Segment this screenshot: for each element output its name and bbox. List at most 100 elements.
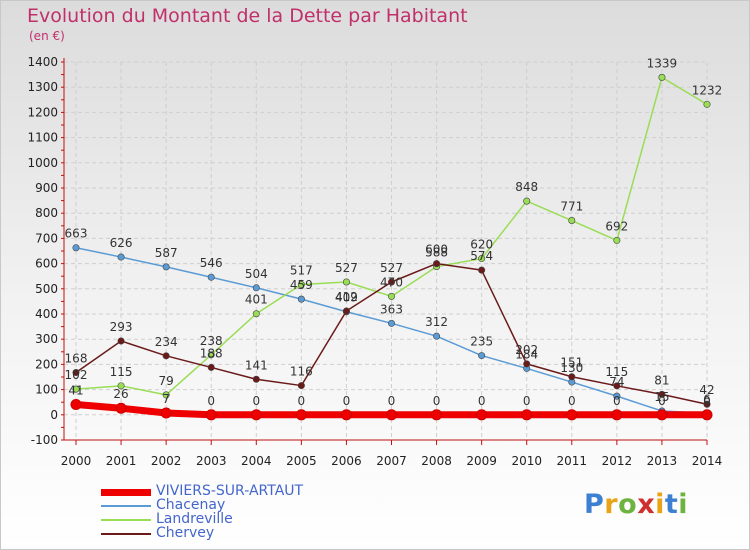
data-label: 574 xyxy=(470,249,493,263)
y-tick-label: 400 xyxy=(35,307,58,321)
data-label: 0 xyxy=(207,394,215,408)
data-point xyxy=(250,409,262,421)
data-label: 15 xyxy=(654,390,669,404)
y-tick-label: 800 xyxy=(35,206,58,220)
chart-unit-label: (en €) xyxy=(29,29,65,43)
data-point xyxy=(478,352,486,360)
data-label: 74 xyxy=(609,375,624,389)
x-tick-label: 2009 xyxy=(466,454,497,468)
data-label: 409 xyxy=(335,291,358,305)
legend-label: Chacenay xyxy=(156,497,226,513)
x-tick-label: 2004 xyxy=(241,454,272,468)
data-label: 0 xyxy=(658,394,666,408)
logo-letter: i xyxy=(655,489,665,520)
x-tick-label: 2000 xyxy=(61,454,92,468)
data-point xyxy=(342,307,350,315)
data-label: 401 xyxy=(245,293,268,307)
data-point xyxy=(252,375,260,383)
data-label: 115 xyxy=(110,365,133,379)
data-point xyxy=(162,391,170,399)
data-label: 0 xyxy=(298,394,306,408)
data-label: 459 xyxy=(290,278,313,292)
data-point xyxy=(72,385,80,393)
data-point xyxy=(115,402,127,414)
data-label: 663 xyxy=(65,227,88,241)
data-point xyxy=(252,284,260,292)
data-point xyxy=(72,368,80,376)
logo-letter: P xyxy=(584,489,605,520)
data-point xyxy=(117,382,125,390)
data-label: 79 xyxy=(159,374,174,388)
data-point xyxy=(658,390,666,398)
y-tick-label: 500 xyxy=(35,282,58,296)
data-point xyxy=(568,373,576,381)
y-tick-label: 700 xyxy=(35,231,58,245)
x-tick-label: 2014 xyxy=(692,454,723,468)
data-point xyxy=(297,382,305,390)
data-label: 692 xyxy=(605,219,628,233)
logo-letter: i xyxy=(678,489,689,520)
data-point xyxy=(433,260,441,268)
data-label: 363 xyxy=(380,302,403,316)
y-tick-label: 200 xyxy=(35,357,58,371)
data-point xyxy=(207,273,215,281)
x-tick-label: 2007 xyxy=(376,454,407,468)
data-label: 0 xyxy=(343,394,351,408)
data-label: 168 xyxy=(65,351,88,365)
data-point xyxy=(523,197,531,205)
data-point xyxy=(160,407,172,419)
data-label: 588 xyxy=(425,246,448,260)
data-label: 238 xyxy=(200,334,223,348)
legend-swatch xyxy=(101,488,151,496)
x-tick-label: 2010 xyxy=(511,454,542,468)
y-tick-label: -100 xyxy=(31,433,58,447)
data-label: 0 xyxy=(252,394,260,408)
data-point xyxy=(205,409,217,421)
legend-label: Landreville xyxy=(156,511,233,527)
legend-label: VIVIERS-SUR-ARTAUT xyxy=(156,483,304,499)
x-tick-label: 2003 xyxy=(196,454,227,468)
data-label: 412 xyxy=(335,290,358,304)
data-point xyxy=(431,409,443,421)
y-tick-label: 1300 xyxy=(27,80,58,94)
data-label: 293 xyxy=(110,320,133,334)
data-point xyxy=(613,392,621,400)
x-tick-label: 2006 xyxy=(331,454,362,468)
y-tick-label: 0 xyxy=(50,408,58,422)
data-label: 517 xyxy=(290,264,313,278)
data-label: 235 xyxy=(470,335,493,349)
data-label: 0 xyxy=(478,394,486,408)
data-label: 188 xyxy=(200,346,223,360)
data-label: 546 xyxy=(200,256,223,270)
legend-swatch xyxy=(101,519,151,521)
x-tick-label: 2011 xyxy=(557,454,588,468)
y-tick-label: 100 xyxy=(35,383,58,397)
data-label: 1339 xyxy=(647,56,678,70)
logo-letter: t xyxy=(664,489,679,520)
data-point xyxy=(387,278,395,286)
data-label: 0 xyxy=(433,394,441,408)
data-label: 527 xyxy=(335,261,358,275)
data-label: 527 xyxy=(380,261,403,275)
proxiti-logo: Proxiti xyxy=(584,489,688,520)
data-point xyxy=(117,337,125,345)
y-tick-label: 300 xyxy=(35,332,58,346)
x-tick-label: 2012 xyxy=(602,454,633,468)
data-label: 504 xyxy=(245,267,268,281)
data-label: 7 xyxy=(162,392,170,406)
data-point xyxy=(701,409,713,421)
data-point xyxy=(613,382,621,390)
data-point xyxy=(340,409,352,421)
legend-swatch xyxy=(101,533,151,535)
data-label: 234 xyxy=(155,335,178,349)
data-point xyxy=(703,100,711,108)
chart-title: Evolution du Montant de la Dette par Hab… xyxy=(27,5,468,27)
data-point xyxy=(117,253,125,261)
data-point xyxy=(162,263,170,271)
data-point xyxy=(162,352,170,360)
data-point xyxy=(207,351,215,359)
data-label: 130 xyxy=(560,361,583,375)
data-point xyxy=(72,244,80,252)
